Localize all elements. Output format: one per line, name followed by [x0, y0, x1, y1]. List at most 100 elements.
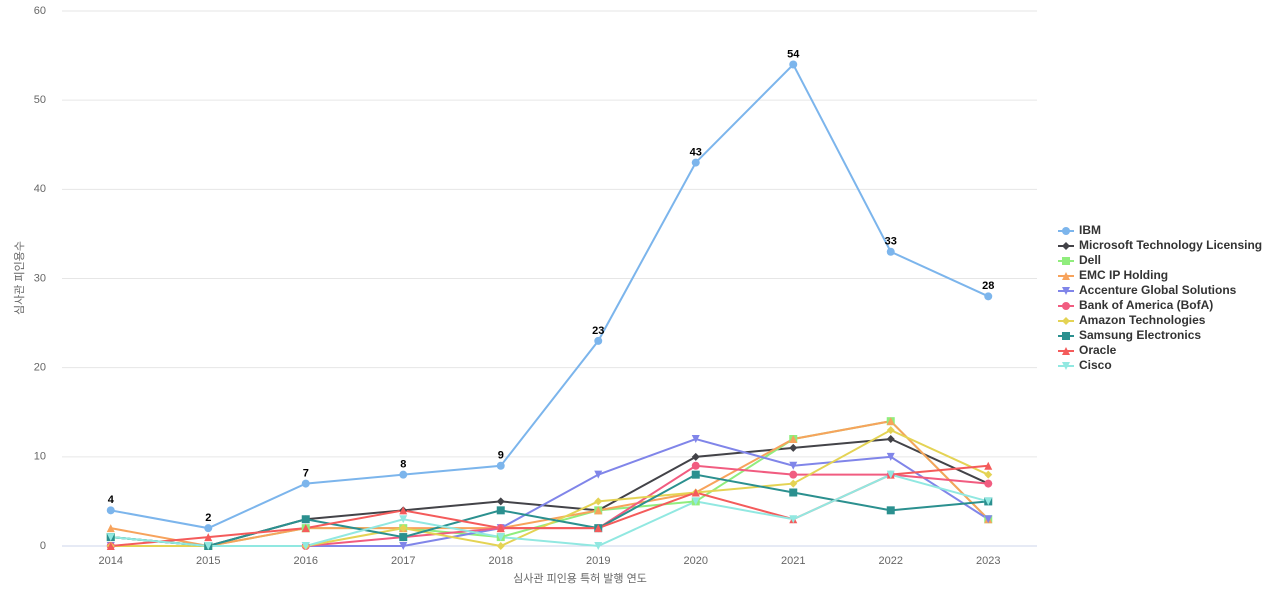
point — [594, 470, 603, 479]
series-line — [110, 473, 989, 548]
legend-label: Bank of America (BofA) — [1079, 298, 1213, 312]
point — [984, 470, 993, 479]
point — [496, 524, 505, 533]
point — [886, 426, 895, 435]
point — [886, 452, 895, 461]
y-tick-label: 20 — [34, 362, 46, 374]
point — [789, 515, 798, 524]
point — [789, 479, 798, 488]
data-label: 43 — [690, 146, 702, 158]
x-tick-label: 2022 — [879, 555, 903, 567]
point — [886, 247, 895, 256]
x-tick-label: 2016 — [294, 555, 318, 567]
point — [1062, 257, 1070, 265]
data-label: 4 — [108, 494, 115, 506]
y-tick-label: 40 — [34, 183, 46, 195]
point — [691, 470, 700, 479]
y-tick-label: 0 — [40, 540, 46, 552]
x-tick-label: 2020 — [684, 555, 708, 567]
x-tick-label: 2019 — [586, 555, 610, 567]
y-tick-label: 50 — [34, 94, 46, 106]
point — [984, 479, 993, 488]
data-label: 8 — [400, 459, 406, 471]
point — [1062, 287, 1070, 295]
point — [984, 497, 993, 506]
point — [691, 435, 700, 443]
point — [886, 506, 895, 515]
data-label: 9 — [498, 450, 504, 462]
point — [594, 524, 603, 533]
point — [106, 506, 115, 515]
point — [399, 542, 408, 550]
x-tick-label: 2015 — [196, 555, 220, 567]
point — [691, 158, 700, 167]
point — [204, 542, 213, 550]
data-label: 2 — [205, 512, 211, 524]
x-axis-title: 심사관 피인용 특허 발행 연도 — [513, 572, 647, 585]
point — [496, 497, 505, 506]
legend-label: Dell — [1079, 253, 1101, 267]
point — [691, 488, 700, 497]
legend-label: Samsung Electronics — [1079, 328, 1201, 342]
point — [789, 461, 798, 470]
point — [886, 470, 895, 479]
legend-label: Microsoft Technology Licensing — [1079, 238, 1262, 252]
series-line — [110, 62, 989, 530]
point — [301, 479, 310, 488]
point — [301, 542, 310, 550]
point — [594, 497, 603, 506]
point — [399, 515, 408, 524]
point — [1062, 317, 1070, 325]
point — [984, 292, 993, 301]
series-line — [110, 437, 989, 547]
legend-label: EMC IP Holding — [1079, 268, 1168, 282]
legend-label: Oracle — [1079, 343, 1117, 357]
point — [594, 336, 603, 345]
point — [1062, 362, 1070, 370]
point — [496, 542, 505, 550]
point — [789, 60, 798, 69]
point — [1062, 227, 1070, 235]
x-tick-label: 2014 — [99, 555, 123, 567]
x-tick-label: 2023 — [976, 555, 1000, 567]
y-tick-label: 10 — [34, 451, 46, 463]
y-tick-label: 30 — [34, 272, 46, 284]
point — [399, 506, 408, 515]
point — [691, 461, 700, 470]
series-line — [110, 437, 989, 548]
point — [594, 506, 603, 515]
point — [106, 533, 115, 542]
legend-label: Cisco — [1079, 358, 1112, 372]
point — [399, 470, 408, 479]
point — [399, 533, 408, 542]
point — [301, 524, 310, 533]
point — [789, 435, 798, 443]
point — [1062, 272, 1070, 280]
legend-label: IBM — [1079, 223, 1101, 237]
point — [1062, 302, 1070, 310]
point — [204, 524, 213, 533]
point — [301, 515, 310, 524]
data-label: 7 — [303, 467, 309, 479]
series-line — [110, 473, 989, 548]
point — [1062, 242, 1070, 250]
point — [789, 488, 798, 497]
x-tick-label: 2018 — [489, 555, 513, 567]
y-axis-title: 심사관 피인용수 — [13, 241, 26, 315]
y-tick-label: 60 — [34, 5, 46, 17]
point — [1062, 347, 1070, 355]
data-label: 28 — [982, 280, 994, 292]
point — [984, 515, 993, 524]
point — [496, 506, 505, 515]
point — [204, 533, 213, 542]
point — [399, 524, 408, 533]
legend-label: Amazon Technologies — [1079, 313, 1206, 327]
point — [496, 533, 505, 542]
point — [496, 461, 505, 470]
point — [984, 461, 993, 470]
point — [106, 524, 115, 533]
point — [1062, 332, 1070, 340]
x-tick-label: 2021 — [781, 555, 805, 567]
data-label: 23 — [592, 325, 604, 337]
